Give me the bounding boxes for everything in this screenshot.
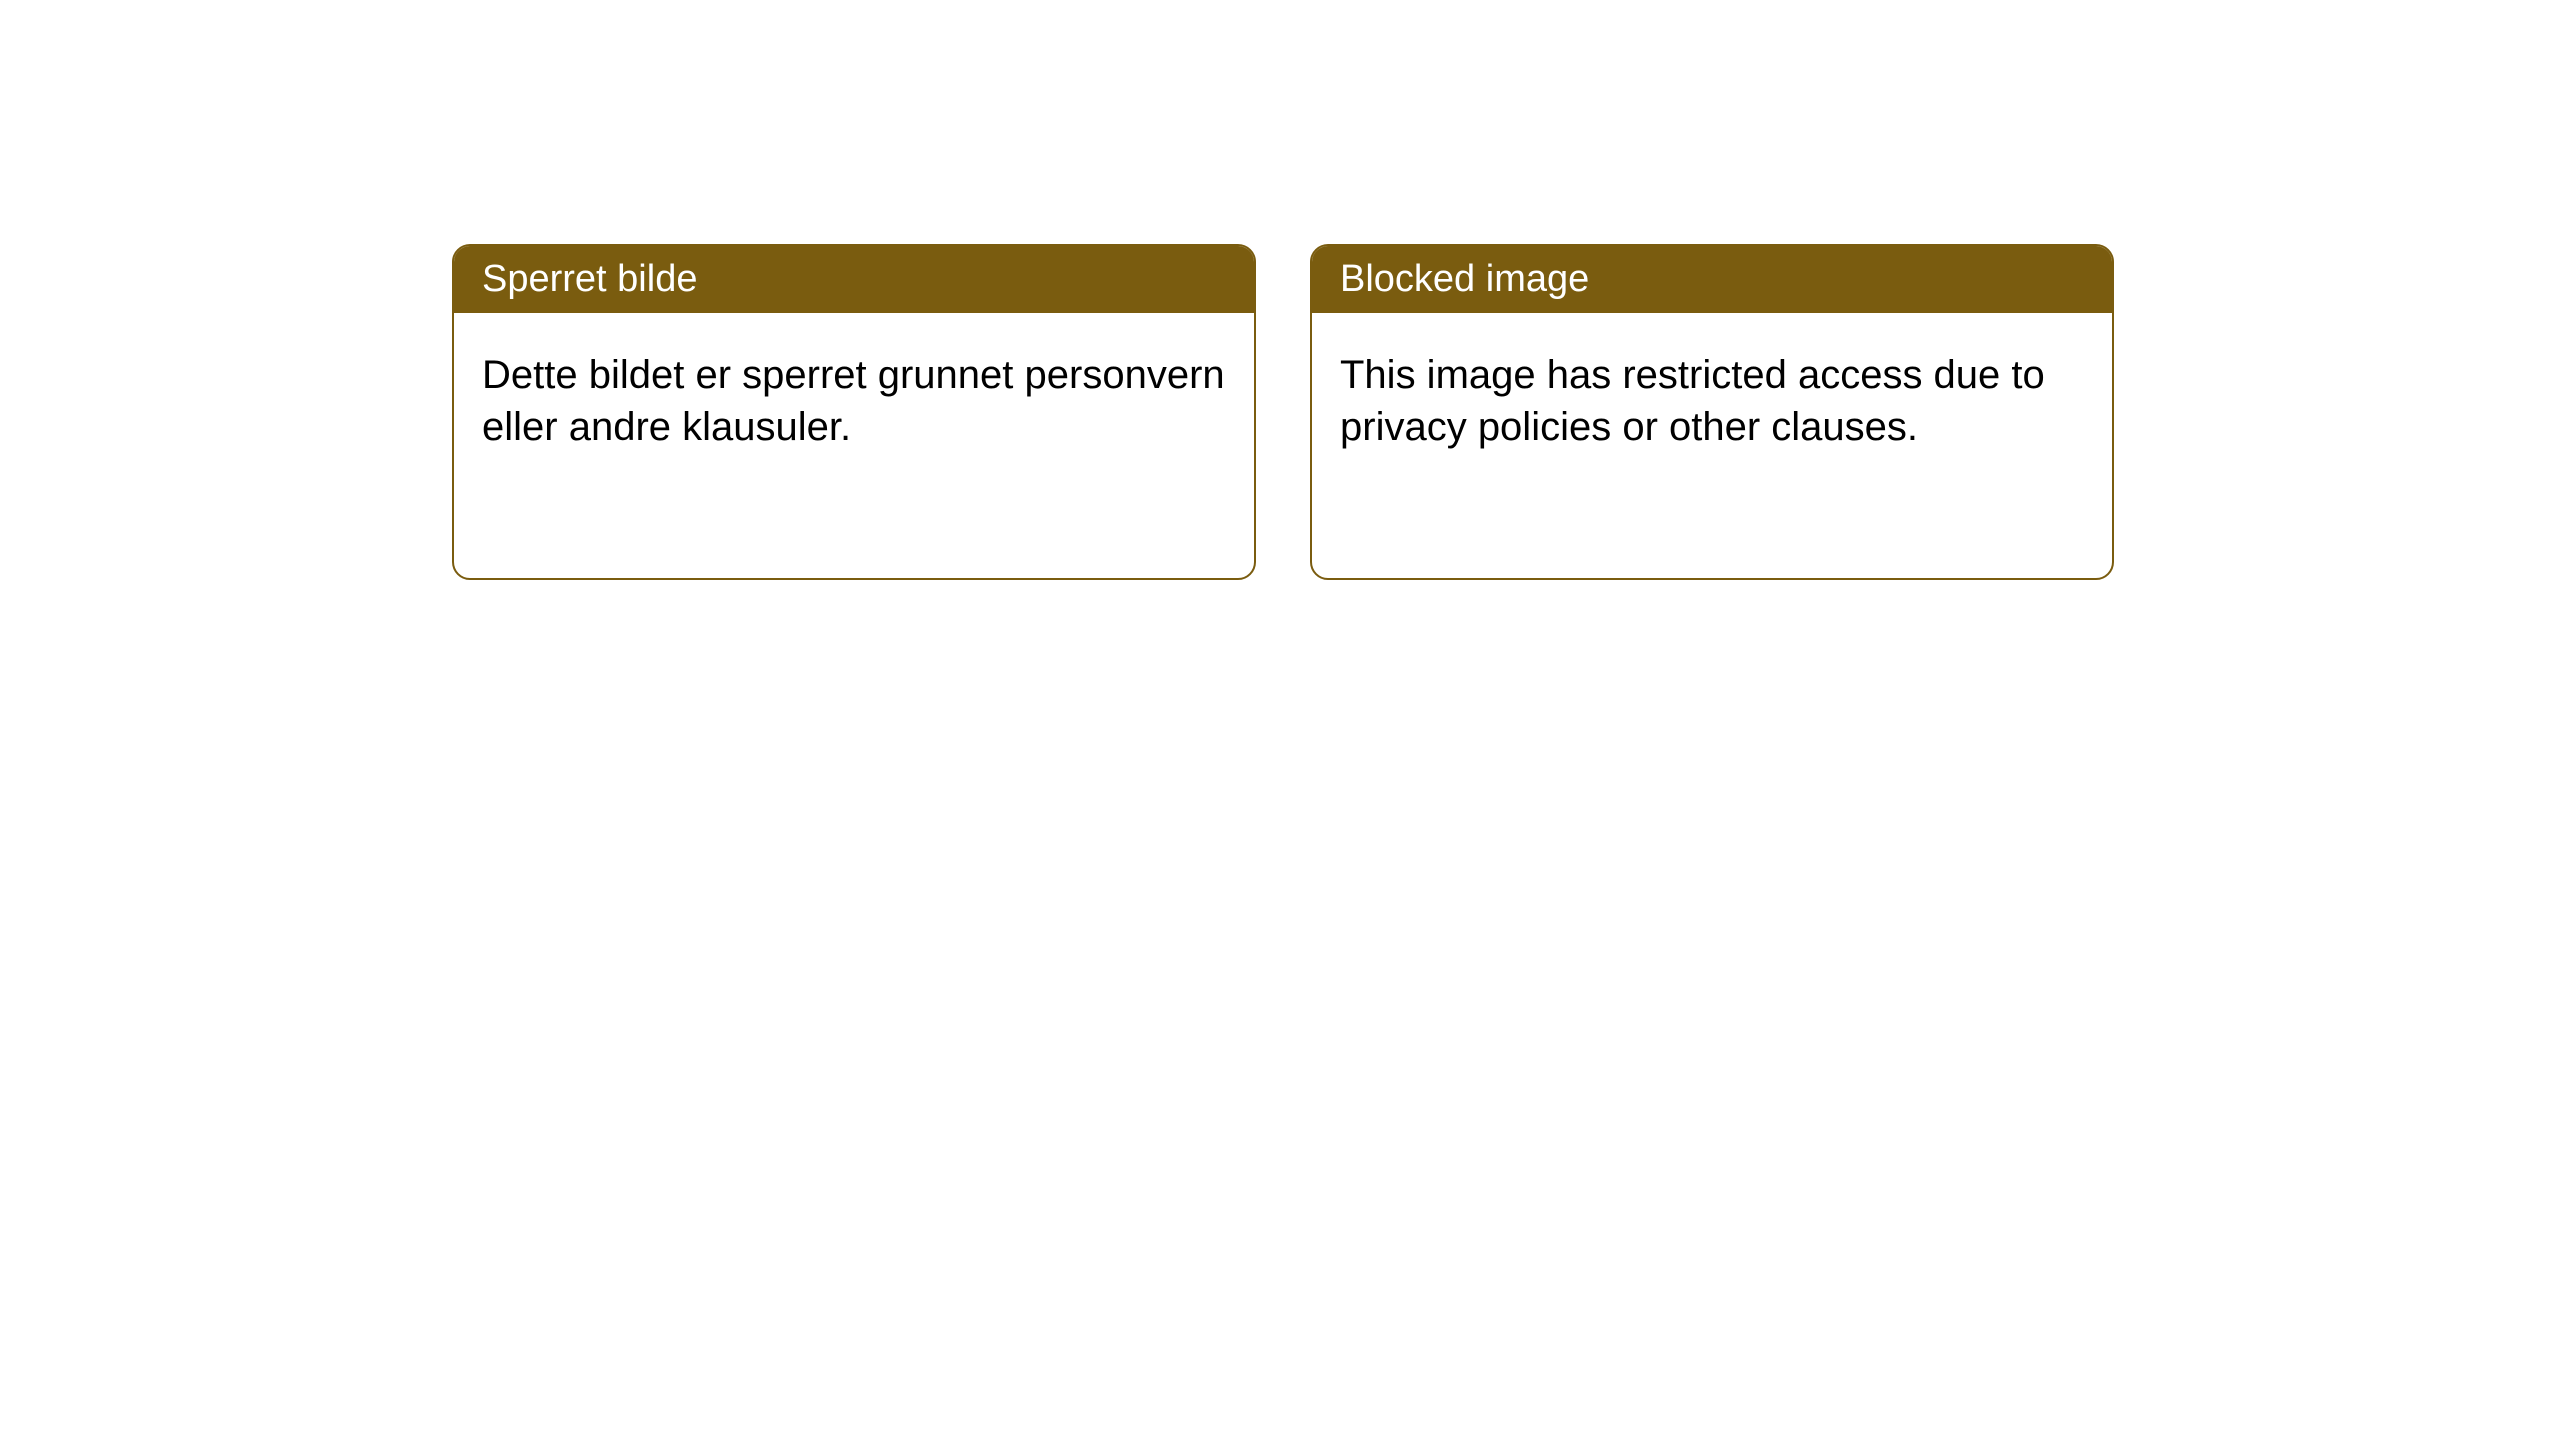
notice-card-norwegian: Sperret bilde Dette bildet er sperret gr… [452, 244, 1256, 580]
notice-body-norwegian: Dette bildet er sperret grunnet personve… [454, 313, 1254, 489]
notice-title-english: Blocked image [1312, 246, 2112, 313]
notice-card-english: Blocked image This image has restricted … [1310, 244, 2114, 580]
notice-title-norwegian: Sperret bilde [454, 246, 1254, 313]
notice-body-english: This image has restricted access due to … [1312, 313, 2112, 489]
notice-container: Sperret bilde Dette bildet er sperret gr… [0, 0, 2560, 580]
